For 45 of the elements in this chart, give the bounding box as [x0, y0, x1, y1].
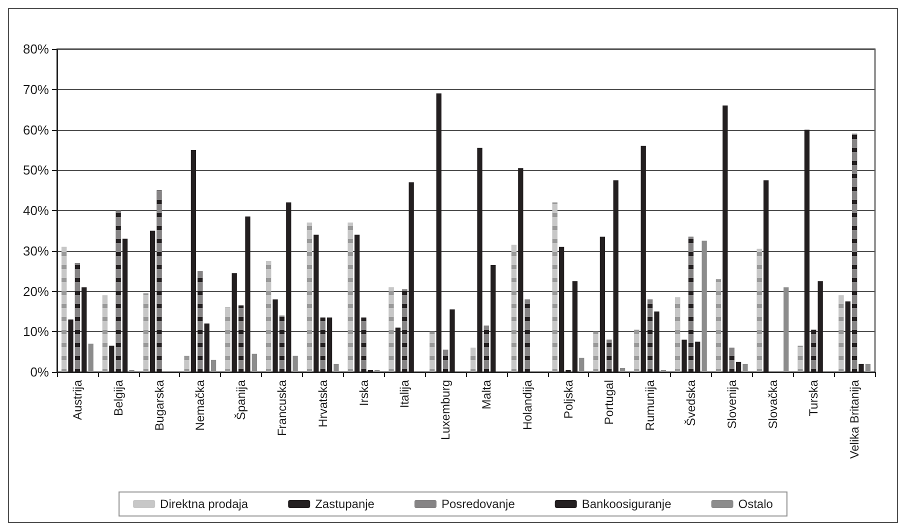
y-tick-label: 10%	[22, 324, 50, 340]
legend-label: Posredovanje	[441, 497, 516, 511]
legend-label: Ostalo	[738, 497, 774, 511]
bar	[784, 287, 789, 372]
legend-label: Zastupanje	[315, 497, 375, 511]
y-tick-label: 0%	[30, 364, 50, 380]
y-tick-label: 60%	[22, 122, 50, 138]
bar	[742, 364, 748, 372]
y-tick-label: 20%	[22, 284, 50, 299]
x-tick-label: Nemačka	[193, 380, 208, 431]
y-tick-label: 70%	[22, 82, 50, 97]
y-tick-label: 50%	[22, 162, 50, 178]
x-tick-label: Belgija	[111, 380, 126, 416]
x-tick-label: Slovačka	[766, 380, 780, 429]
bar	[865, 364, 870, 372]
bar	[334, 364, 339, 372]
x-tick-label: Turska	[806, 380, 821, 416]
x-tick-label: Švedska	[684, 380, 698, 426]
x-tick-label: Španija	[234, 380, 248, 420]
x-tick-label: Francuska	[274, 380, 289, 436]
bar	[702, 240, 707, 372]
bar	[252, 354, 257, 372]
x-tick-label: Italija	[398, 380, 412, 408]
bar	[292, 356, 298, 372]
y-tick-label: 80%	[22, 42, 50, 56]
x-tick-label: Rumunija	[643, 380, 658, 431]
x-tick-label: Irska	[356, 380, 371, 406]
y-tick-label: 40%	[22, 203, 50, 218]
bar	[620, 368, 626, 372]
x-tick-label: Portugal	[602, 380, 616, 425]
x-tick-label: Austrija	[70, 380, 84, 420]
y-tick-label: 30%	[22, 243, 50, 258]
legend-label: Bankoosiguranje	[582, 497, 672, 511]
x-tick-label: Slovenija	[724, 380, 739, 429]
x-tick-label: Bugarska	[152, 380, 166, 431]
x-tick-label: Luxemburg	[438, 380, 453, 440]
legend-label: Direktna prodaja	[160, 497, 248, 511]
x-tick-label: Poljska	[561, 380, 576, 419]
bar	[88, 344, 94, 372]
x-tick-label: Velika Britanija	[848, 380, 862, 459]
x-tick-label: Hrvatska	[316, 380, 330, 428]
bar	[210, 360, 216, 372]
bar	[579, 358, 584, 372]
x-tick-label: Malta	[479, 380, 494, 410]
x-tick-label: Holandija	[520, 380, 534, 430]
